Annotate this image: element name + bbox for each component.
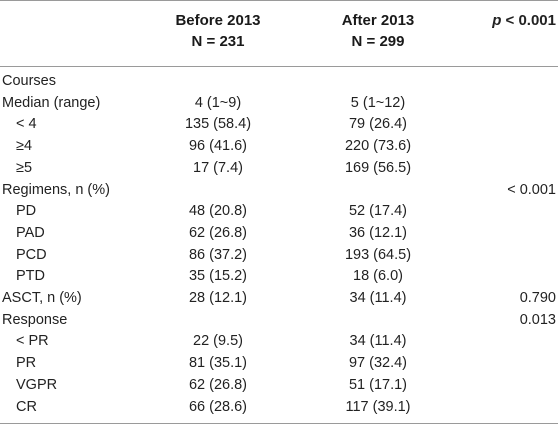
table-row: PCD 86 (37.2) 193 (64.5): [0, 244, 558, 266]
table-top-rule: [0, 0, 558, 1]
row-label: < 4: [16, 116, 37, 133]
row-label: ≥4: [16, 138, 33, 155]
header-after-title: After 2013: [341, 12, 415, 29]
table-header-rule: [0, 66, 558, 67]
cell-before-2013: 96 (41.6): [188, 138, 248, 155]
cell-before-2013: 81 (35.1): [188, 355, 248, 372]
cell-after-2013: 18 (6.0): [353, 268, 403, 285]
table-row: < 4 135 (58.4) 79 (26.4): [0, 113, 558, 135]
cell-before-2013: 4 (1~9): [194, 94, 242, 111]
table-row: Regimens, n (%) < 0.001: [0, 179, 558, 201]
header-before-title: Before 2013: [175, 12, 261, 29]
row-label: PR: [16, 355, 37, 372]
cell-p-value: < 0.001: [507, 181, 556, 198]
header-before-2013: Before 2013 N = 231: [150, 10, 286, 52]
row-label: PD: [16, 203, 37, 220]
cell-before-2013: 66 (28.6): [188, 398, 248, 415]
row-label: PCD: [16, 246, 47, 263]
table-row: ASCT, n (%) 28 (12.1) 34 (11.4) 0.790: [0, 287, 558, 309]
header-p-threshold: < 0.001: [505, 12, 556, 29]
header-p-letter: p: [492, 12, 502, 29]
table-row: ≥5 17 (7.4) 169 (56.5): [0, 157, 558, 179]
cell-before-2013: 22 (9.5): [193, 333, 243, 350]
cell-after-2013: 51 (17.1): [348, 376, 408, 393]
row-label: PTD: [16, 268, 45, 285]
table-row: Response 0.013: [0, 309, 558, 331]
cell-after-2013: 34 (11.4): [349, 333, 407, 350]
table-row: < PR 22 (9.5) 34 (11.4): [0, 330, 558, 352]
table-row: PTD 35 (15.2) 18 (6.0): [0, 265, 558, 287]
row-label: Response: [2, 311, 68, 328]
cell-p-value: 0.013: [519, 311, 556, 328]
table-row: PD 48 (20.8) 52 (17.4): [0, 200, 558, 222]
cell-before-2013: 62 (26.8): [188, 224, 248, 241]
cell-after-2013: 193 (64.5): [344, 246, 412, 263]
cell-after-2013: 220 (73.6): [344, 138, 412, 155]
cell-after-2013: 36 (12.1): [348, 224, 408, 241]
cell-after-2013: 52 (17.4): [348, 203, 408, 220]
table-row: Median (range) 4 (1~9) 5 (1~12): [0, 92, 558, 114]
cell-after-2013: 79 (26.4): [348, 116, 408, 133]
cell-after-2013: 97 (32.4): [348, 355, 408, 372]
cell-before-2013: 48 (20.8): [188, 203, 248, 220]
header-before-n: N = 231: [191, 33, 245, 50]
table-row: ≥4 96 (41.6) 220 (73.6): [0, 135, 558, 157]
cell-after-2013: 34 (11.4): [349, 290, 407, 306]
cell-before-2013: 62 (26.8): [188, 376, 248, 393]
row-label: PAD: [16, 224, 45, 241]
cell-p-value: 0.790: [519, 290, 556, 306]
cell-before-2013: 28 (12.1): [188, 290, 248, 306]
cell-after-2013: 169 (56.5): [344, 159, 412, 176]
table-row: Courses: [0, 70, 558, 92]
header-after-2013: After 2013 N = 299: [310, 10, 446, 52]
row-label: Regimens, n (%): [2, 181, 110, 198]
row-label: VGPR: [16, 376, 58, 393]
header-p-value: p < 0.001: [492, 10, 556, 31]
table-bottom-rule: [0, 423, 558, 424]
header-after-n: N = 299: [351, 33, 405, 50]
cell-after-2013: 5 (1~12): [350, 94, 406, 111]
table-row: PAD 62 (26.8) 36 (12.1): [0, 222, 558, 244]
table-row: VGPR 62 (26.8) 51 (17.1): [0, 374, 558, 396]
cell-before-2013: 17 (7.4): [193, 159, 243, 176]
table-row: PR 81 (35.1) 97 (32.4): [0, 352, 558, 374]
cell-before-2013: 86 (37.2): [188, 246, 248, 263]
row-label: Median (range): [2, 94, 101, 111]
row-label: CR: [16, 398, 37, 415]
row-label: ≥5: [16, 159, 33, 176]
cell-before-2013: 35 (15.2): [188, 268, 248, 285]
row-label: ASCT, n (%): [2, 290, 82, 306]
cell-after-2013: 117 (39.1): [345, 398, 411, 415]
row-label: < PR: [16, 333, 49, 350]
table-row: CR 66 (28.6) 117 (39.1): [0, 396, 558, 418]
cell-before-2013: 135 (58.4): [184, 116, 252, 133]
row-label: Courses: [2, 73, 56, 89]
